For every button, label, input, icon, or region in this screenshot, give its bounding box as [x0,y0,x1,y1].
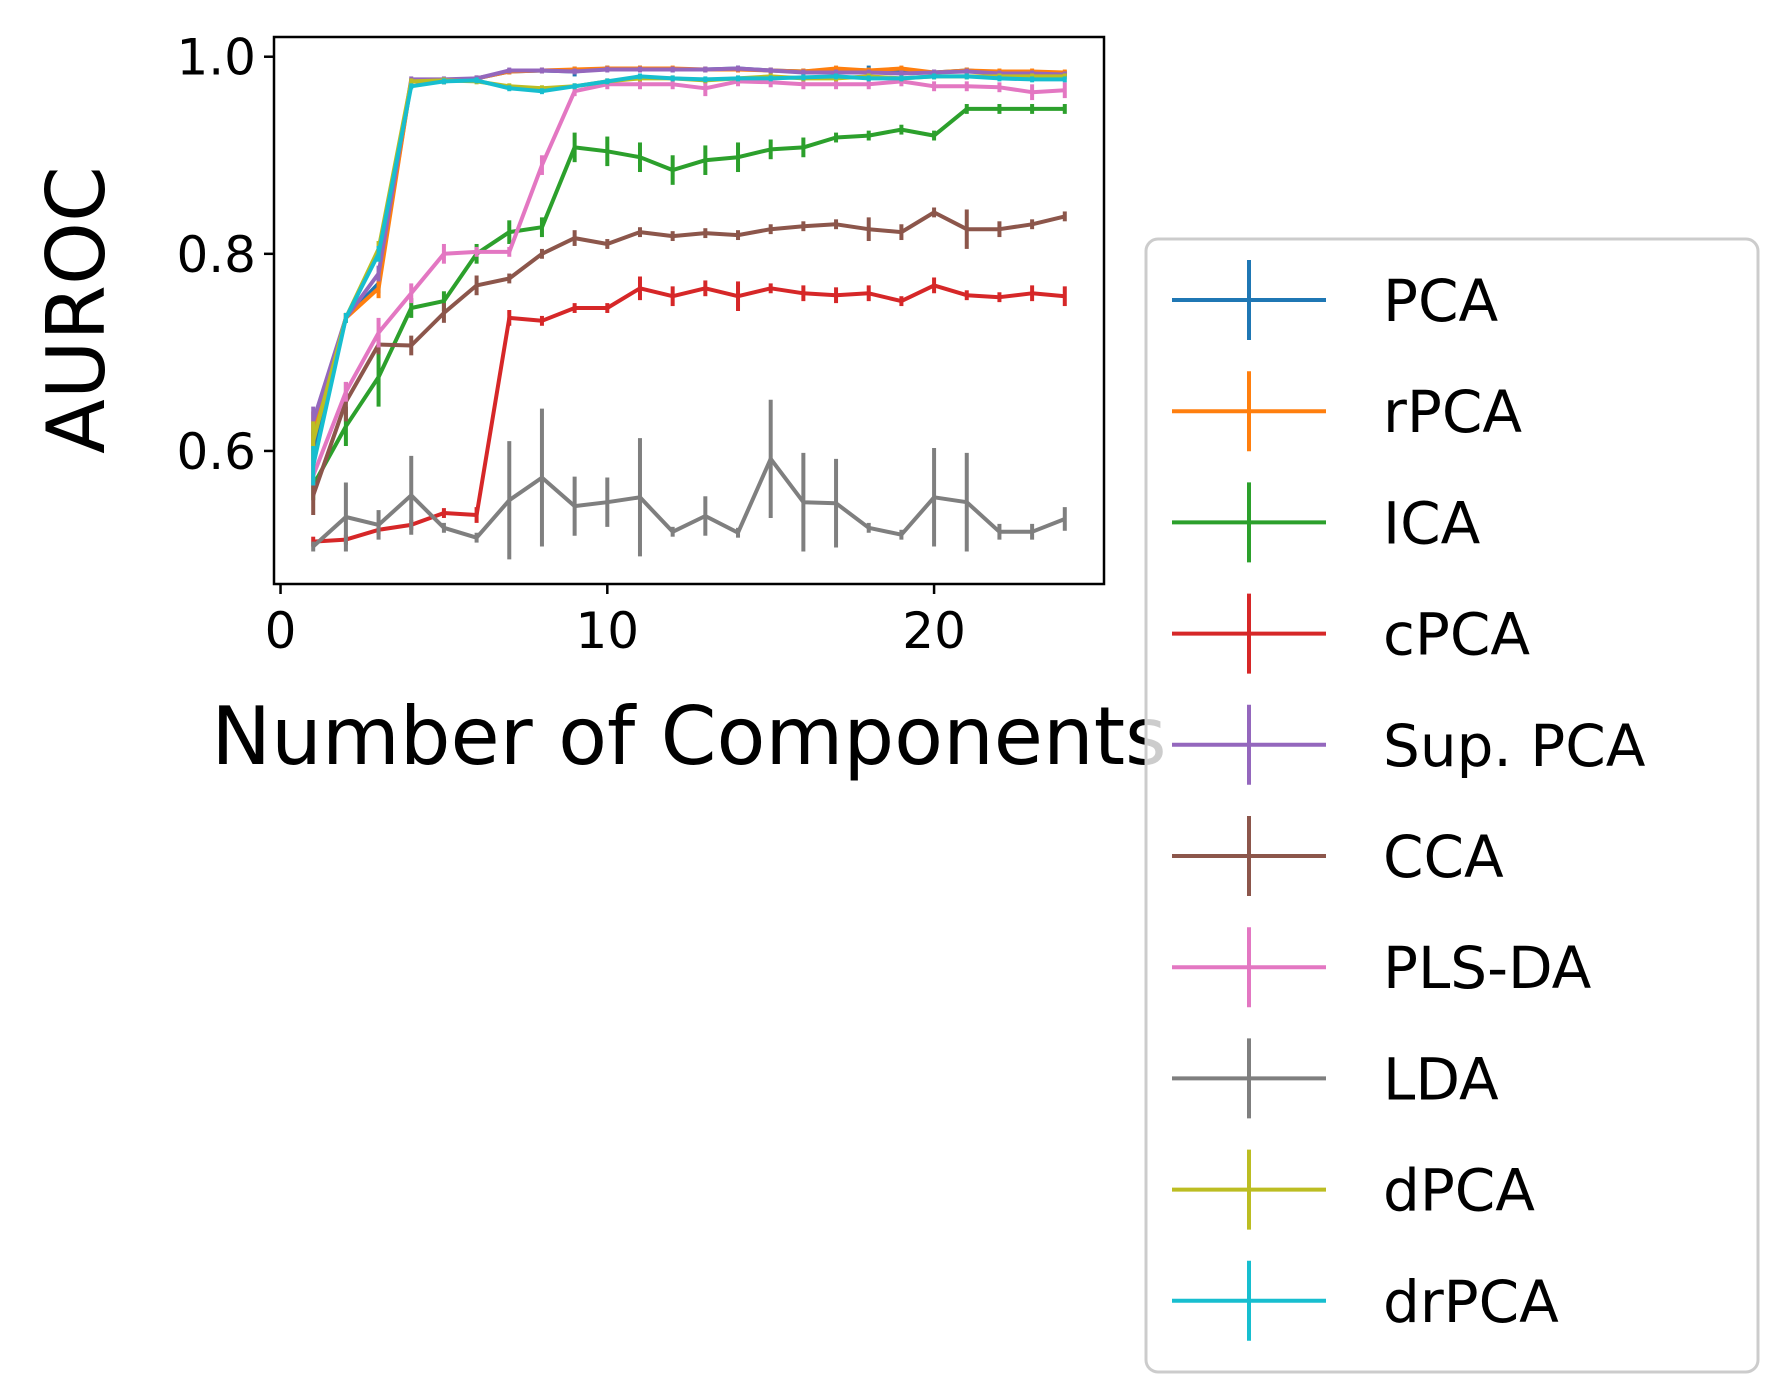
series-layer [311,65,1067,560]
series-ica [311,104,1067,501]
legend-label: PLS-DA [1383,934,1592,1002]
series-line-cca [311,210,1066,496]
series-pca [311,65,1067,471]
legend-entry-cpca: cPCA [1172,593,1530,674]
legend-entry-drpca: drPCA [1172,1260,1559,1341]
legend-entry-lda: LDA [1172,1038,1499,1119]
series-lda [311,399,1067,560]
legend-label: Sup. PCA [1383,712,1646,780]
series-line-dpca [311,74,1065,442]
legend-entry-ica: ICA [1172,482,1481,563]
series-line-ica [311,106,1065,487]
series-line-lda [311,456,1066,548]
legend-label: PCA [1383,267,1498,335]
legend-entry-pca: PCA [1172,260,1498,340]
series-line-drpca [311,74,1065,467]
axes-layer: 0 10 20 0.6 0.8 1.0 [176,29,965,660]
series-cpca [311,276,1067,547]
series-drpca [311,73,1067,486]
series-cca [311,207,1067,516]
series-line-pls-da [311,79,1065,477]
x-tick-label: 10 [575,602,639,660]
legend-label: LDA [1383,1045,1499,1113]
legend-entry-sup-pca: Sup. PCA [1172,704,1646,785]
plot-area-frame [272,35,1106,586]
legend-entry-dpca: dPCA [1172,1149,1535,1230]
legend-entry-pls-da: PLS-DA [1172,927,1592,1008]
legend-label: dPCA [1383,1157,1535,1225]
series-line-pca [311,66,1065,452]
legend-label: CCA [1383,823,1504,891]
x-tick-label: 0 [265,602,297,660]
legend-label: ICA [1383,489,1481,557]
legend-label: cPCA [1383,601,1530,669]
legend-entry-cca: CCA [1172,816,1504,896]
legend-label: rPCA [1383,378,1522,446]
y-axis-title: AUROC [30,166,123,454]
series-pls-da [311,76,1067,486]
series-dpca [311,73,1067,461]
x-axis-title: Number of Components [211,690,1166,783]
series-line-cpca [313,283,1065,544]
x-tick-label: 20 [902,602,966,660]
y-tick-label: 1.0 [176,29,256,87]
legend: PCA rPCA ICA cPCA Sup. PCA CCA PLS-DA LDA dPCA dr… [1144,237,1760,1374]
y-tick-label: 0.8 [176,226,256,284]
legend-label: drPCA [1383,1268,1559,1336]
legend-entry-rpca: rPCA [1172,371,1522,452]
y-tick-label: 0.6 [176,423,256,481]
